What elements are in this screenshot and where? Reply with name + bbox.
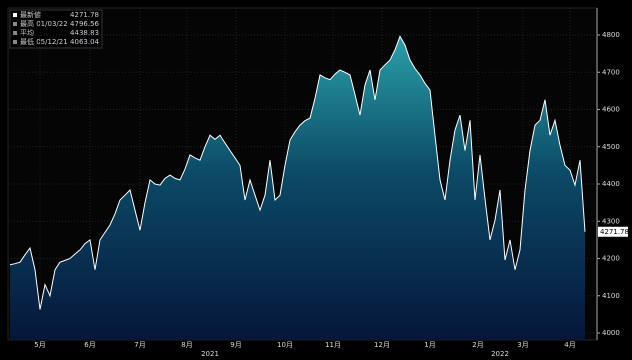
- year-label: 2022: [491, 350, 509, 358]
- last-value-box: [598, 226, 628, 237]
- y-tick-label: 4400: [602, 180, 620, 188]
- x-tick-label: 1月: [424, 341, 435, 349]
- x-tick-label: 12月: [374, 341, 390, 349]
- legend-label: 最高 01/03/22: [20, 19, 68, 28]
- x-tick-label: 5月: [34, 341, 45, 349]
- legend-label: 平均: [20, 28, 34, 37]
- y-tick-label: 4500: [602, 143, 620, 151]
- legend-value: 4796.56: [70, 20, 99, 28]
- x-tick-label: 2月: [472, 341, 483, 349]
- legend-swatch: [13, 40, 17, 44]
- legend-value: 4438.83: [70, 29, 99, 37]
- last-value-label: 4271.78: [600, 228, 629, 236]
- x-tick-label: 3月: [517, 341, 528, 349]
- x-tick-label: 4月: [564, 341, 575, 349]
- area: [10, 36, 585, 341]
- x-tick-label: 11月: [325, 341, 341, 349]
- legend-swatch: [13, 13, 17, 17]
- x-tick-label: 8月: [181, 341, 192, 349]
- legend-box: [9, 9, 103, 49]
- legend-label: 最新値: [20, 10, 41, 19]
- legend-swatch: [13, 31, 17, 35]
- y-tick-label: 4600: [602, 106, 620, 114]
- y-tick-label: 4300: [602, 217, 620, 225]
- y-tick-label: 4200: [602, 255, 620, 263]
- line: [9, 35, 586, 310]
- x-tick-label: 6月: [84, 341, 95, 349]
- legend-value: 4271.78: [70, 11, 99, 19]
- year-label: 2021: [201, 350, 219, 358]
- legend-swatch: [13, 22, 17, 26]
- x-tick-label: 9月: [230, 341, 241, 349]
- x-tick-label: 10月: [277, 341, 293, 349]
- y-tick-label: 4800: [602, 31, 620, 39]
- legend-value: 4063.04: [70, 38, 99, 46]
- x-tick-label: 7月: [134, 341, 145, 349]
- y-tick-label: 4000: [602, 329, 620, 337]
- y-tick-label: 4700: [602, 68, 620, 76]
- legend-label: 最低 05/12/21: [20, 37, 68, 46]
- y-tick-label: 4100: [602, 292, 620, 300]
